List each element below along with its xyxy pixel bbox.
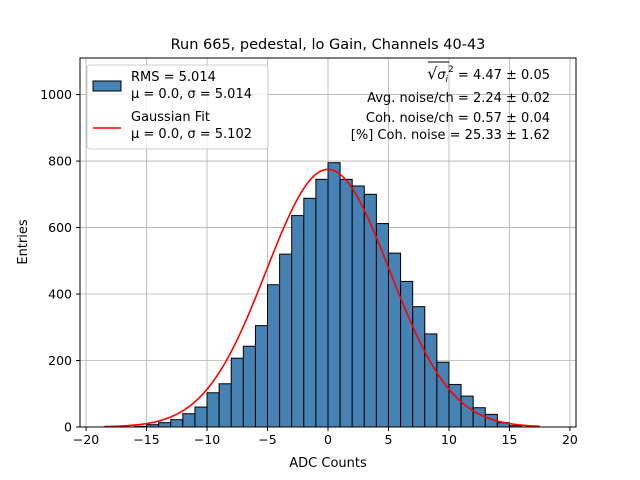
histogram-bar <box>472 407 486 428</box>
histogram-bar <box>218 383 232 428</box>
histogram-bar <box>230 357 244 428</box>
legend-box <box>86 64 269 150</box>
x-tick-label: 5 <box>385 432 393 447</box>
x-tick-label: 15 <box>502 432 518 447</box>
histogram-bar <box>254 325 269 428</box>
annotation-sigma-line: √σi2 = 4.47 ± 0.05 <box>427 64 550 85</box>
gaussian-fit <box>104 168 540 428</box>
annotation-coh-noise-percent: [%] Coh. noise = 25.33 ± 1.62 <box>351 128 550 143</box>
histogram-bars <box>133 162 523 428</box>
x-tick-label: 10 <box>441 432 457 447</box>
histogram-bar <box>436 361 450 428</box>
y-tick-label: 400 <box>48 287 72 302</box>
histogram-bar <box>303 197 317 428</box>
histogram-bar <box>170 419 184 428</box>
x-tick-label: −5 <box>258 432 276 447</box>
x-axis: −20 −15 −10 −5 0 5 10 15 20 <box>73 427 578 447</box>
histogram-bar <box>424 333 438 428</box>
histogram-bar <box>351 185 365 428</box>
histogram-bar <box>206 392 220 428</box>
x-axis-label: ADC Counts <box>289 456 367 471</box>
y-tick-label: 600 <box>48 220 72 235</box>
histogram-bar <box>315 178 329 428</box>
histogram-bar <box>412 306 426 428</box>
chart-title: Run 665, pedestal, lo Gain, Channels 40-… <box>171 37 486 53</box>
x-tick-label: 0 <box>324 432 332 447</box>
histogram-bar <box>194 406 208 428</box>
histogram-bar <box>387 252 402 428</box>
x-tick-label: −10 <box>194 432 220 447</box>
y-tick-label: 1000 <box>40 87 72 102</box>
legend-histogram-swatch <box>92 80 122 92</box>
histogram-bar <box>182 413 196 428</box>
annotation-avg-noise: Avg. noise/ch = 2.24 ± 0.02 <box>367 91 550 106</box>
histogram-bar <box>158 422 172 428</box>
histogram-bar <box>460 395 474 428</box>
y-tick-label: 800 <box>48 154 72 169</box>
x-tick-label: −20 <box>73 432 99 447</box>
legend: RMS = 5.014 μ = 0.0, σ = 5.014 Gaussian … <box>86 64 269 150</box>
gaussian-fit-line <box>104 168 540 428</box>
y-axis: 0 200 400 600 800 1000 <box>40 87 80 435</box>
legend-histogram-label: RMS = 5.014 μ = 0.0, σ = 5.014 <box>131 70 252 102</box>
y-axis-label: Entries <box>16 219 31 265</box>
histogram-bar <box>339 178 353 428</box>
histogram-bar <box>267 284 281 428</box>
x-tick-label: −15 <box>133 432 159 447</box>
y-tick-label: 0 <box>64 420 72 435</box>
annotation-coh-noise: Coh. noise/ch = 0.57 ± 0.04 <box>366 111 550 126</box>
histogram-bar <box>291 215 305 428</box>
x-tick-label: 20 <box>562 432 578 447</box>
legend-fit-label: Gaussian Fit μ = 0.0, σ = 5.102 <box>131 110 252 142</box>
y-tick-label: 200 <box>48 353 72 368</box>
histogram-bar <box>242 345 256 428</box>
noise-annotations: √σi2 = 4.47 ± 0.05 Avg. noise/ch = 2.24 … <box>351 61 550 143</box>
histogram-bar <box>363 193 377 428</box>
histogram-bar <box>279 253 293 428</box>
histogram-bar <box>327 162 341 428</box>
